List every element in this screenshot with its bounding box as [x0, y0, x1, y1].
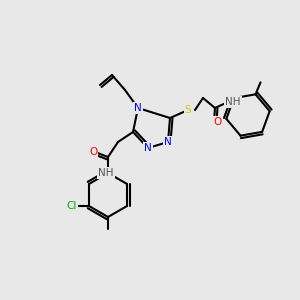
Text: NH: NH [225, 97, 241, 107]
Text: O: O [89, 147, 97, 157]
Text: N: N [164, 137, 172, 147]
Text: N: N [134, 103, 142, 113]
Text: S: S [185, 105, 191, 115]
Text: O: O [214, 117, 222, 127]
Text: NH: NH [98, 168, 114, 178]
Text: Cl: Cl [67, 201, 77, 211]
Text: N: N [144, 143, 152, 153]
